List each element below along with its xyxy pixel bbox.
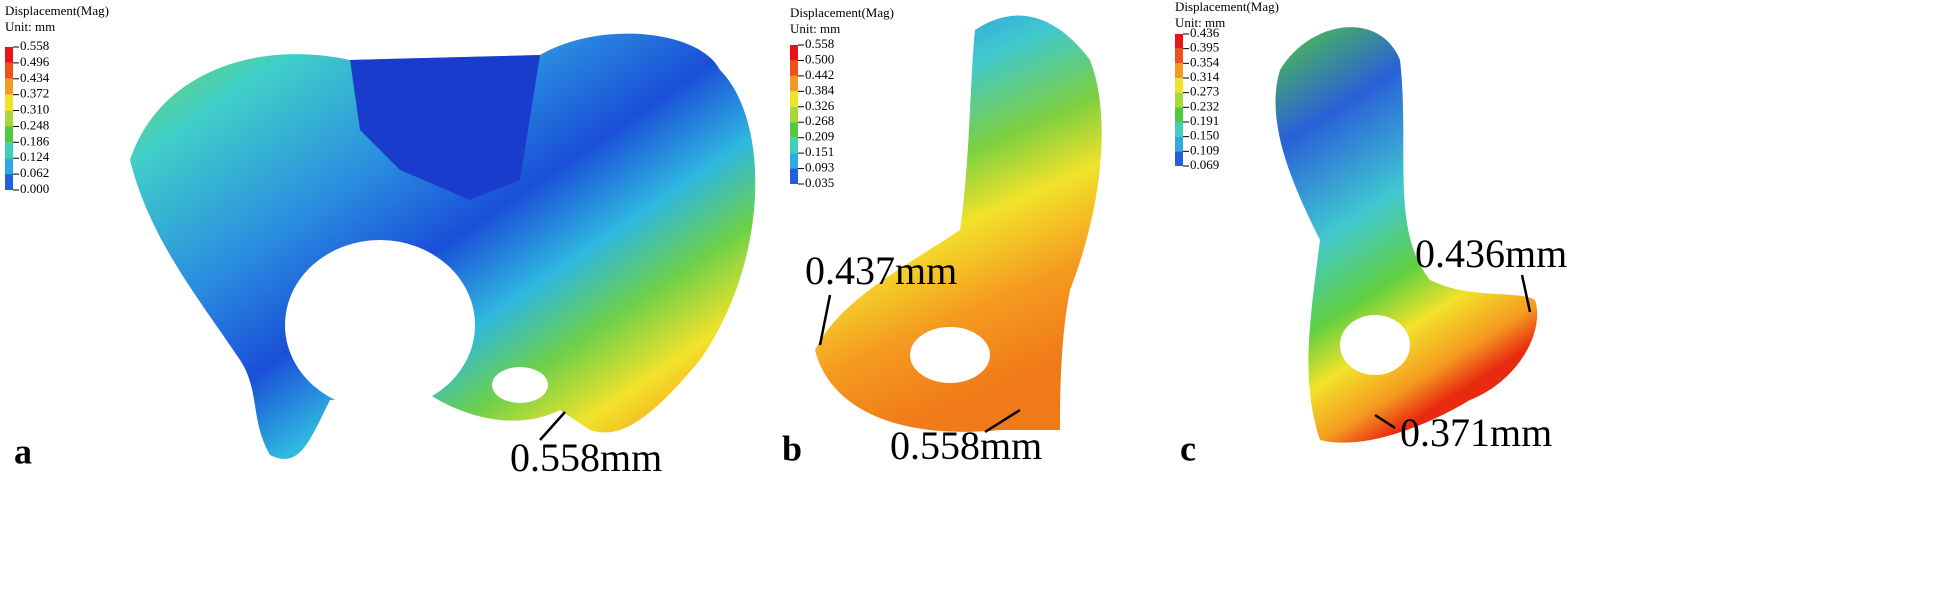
legend-title: Displacement(Mag) bbox=[5, 3, 109, 18]
legend-label: 0.372 bbox=[20, 86, 49, 101]
legend-unit: Unit: mm bbox=[5, 19, 55, 34]
legend-label: 0.314 bbox=[1190, 69, 1220, 84]
legend-label: 0.150 bbox=[1190, 128, 1219, 143]
legend-swatch bbox=[5, 158, 13, 175]
legend-swatch bbox=[5, 142, 13, 159]
legend-swatch bbox=[1175, 48, 1183, 64]
pelvis-model-b bbox=[815, 15, 1102, 432]
legend-title: Displacement(Mag) bbox=[790, 5, 894, 20]
legend-swatch bbox=[5, 174, 13, 190]
legend-swatch bbox=[790, 45, 798, 61]
annotation: 0.436mm bbox=[1415, 231, 1567, 276]
legend-label: 0.354 bbox=[1190, 54, 1220, 69]
legend-label: 0.093 bbox=[805, 160, 834, 175]
legend-label: 0.248 bbox=[20, 117, 49, 132]
pelvis-model-c bbox=[1275, 27, 1538, 443]
leader-lines bbox=[539, 274, 1532, 441]
legend-swatch bbox=[790, 153, 798, 169]
pelvis-model-a bbox=[130, 33, 756, 459]
legend-swatch bbox=[790, 106, 798, 123]
legend-label: 0.436 bbox=[1190, 25, 1220, 40]
legend-label: 0.395 bbox=[1190, 40, 1219, 55]
legend-label: 0.209 bbox=[805, 129, 834, 144]
legend-swatch bbox=[790, 168, 798, 184]
legend-swatch bbox=[790, 122, 798, 138]
legend-label: 0.186 bbox=[20, 133, 50, 148]
legend-label: 0.151 bbox=[805, 144, 834, 159]
legend-label: 0.496 bbox=[20, 54, 50, 69]
legend-label: 0.268 bbox=[805, 113, 834, 128]
legend-title: Displacement(Mag) bbox=[1175, 0, 1279, 14]
legend-label: 0.035 bbox=[805, 175, 834, 190]
legend-swatch bbox=[1175, 34, 1183, 49]
legend-label: 0.124 bbox=[20, 149, 50, 164]
legend-swatch bbox=[790, 75, 798, 92]
legend-swatch bbox=[5, 126, 13, 143]
legend-label: 0.232 bbox=[1190, 98, 1219, 113]
legend-swatch bbox=[1175, 92, 1183, 108]
legend-swatch bbox=[5, 47, 13, 63]
annotation: 0.558mm bbox=[510, 435, 662, 480]
legend-swatch bbox=[1175, 107, 1183, 122]
panel-letter: b bbox=[782, 428, 802, 468]
panel-letter: a bbox=[14, 431, 32, 471]
legend-label: 0.442 bbox=[805, 67, 834, 82]
legend-swatch bbox=[790, 137, 798, 154]
legend-label: 0.109 bbox=[1190, 142, 1219, 157]
legend-swatch bbox=[5, 78, 13, 95]
legend-swatch bbox=[790, 91, 798, 107]
legend-unit: Unit: mm bbox=[1175, 15, 1225, 30]
legend-label: 0.434 bbox=[20, 70, 50, 85]
legend-swatch bbox=[1175, 63, 1183, 78]
legend-label: 0.558 bbox=[805, 36, 834, 51]
legend-swatch bbox=[1175, 122, 1183, 137]
legend-swatch bbox=[5, 110, 13, 127]
legend-label: 0.326 bbox=[805, 98, 835, 113]
legend-label: 0.069 bbox=[1190, 157, 1219, 172]
legend-swatch bbox=[5, 94, 13, 111]
legend-swatch bbox=[5, 62, 13, 79]
legend-swatch bbox=[1175, 78, 1183, 93]
legend-label: 0.273 bbox=[1190, 84, 1219, 99]
legend-label: 0.384 bbox=[805, 82, 835, 97]
legend-swatch bbox=[790, 60, 798, 76]
legend-label: 0.062 bbox=[20, 165, 49, 180]
annotation: 0.437mm bbox=[805, 248, 957, 293]
annotation: 0.558mm bbox=[890, 423, 1042, 468]
legend-swatch bbox=[1175, 136, 1183, 152]
legend-label: 0.558 bbox=[20, 38, 49, 53]
legend-swatch bbox=[1175, 151, 1183, 166]
legend-label: 0.000 bbox=[20, 181, 49, 196]
legend-label: 0.500 bbox=[805, 51, 834, 66]
panel-letter: c bbox=[1180, 428, 1196, 468]
legend-label: 0.310 bbox=[20, 102, 49, 117]
legend-label: 0.191 bbox=[1190, 113, 1219, 128]
legend-unit: Unit: mm bbox=[790, 21, 840, 36]
annotation: 0.371mm bbox=[1400, 410, 1552, 455]
